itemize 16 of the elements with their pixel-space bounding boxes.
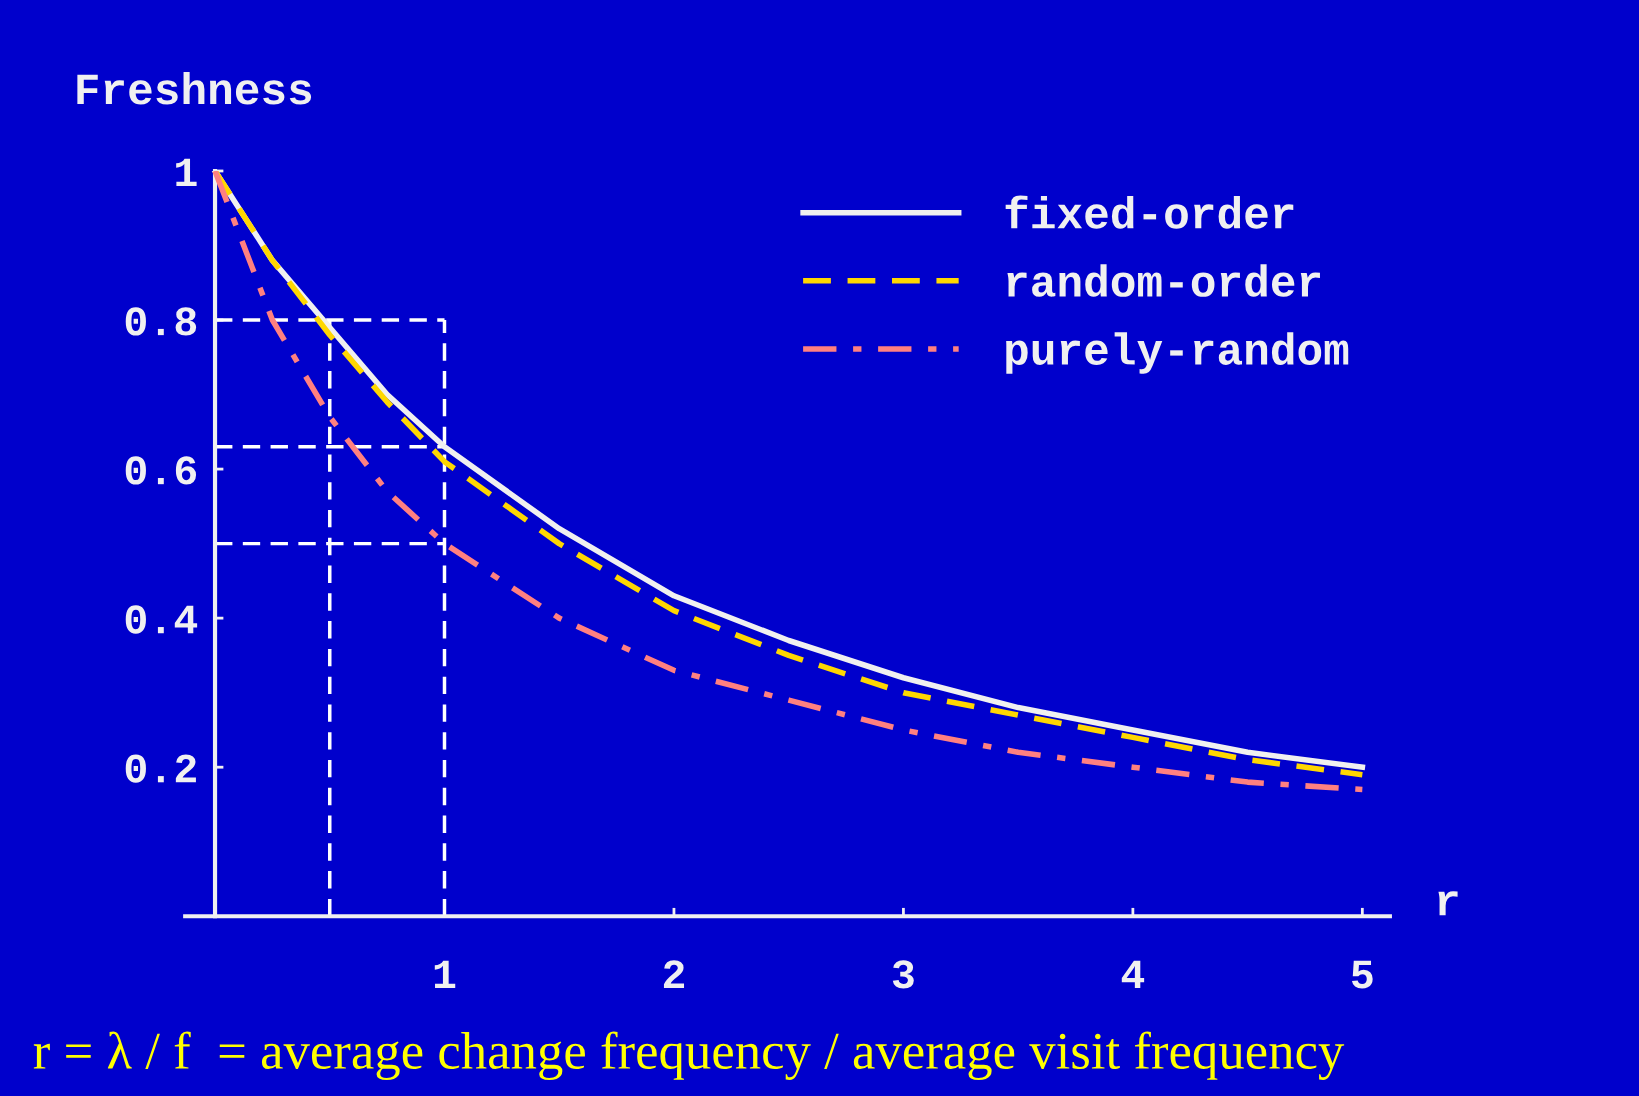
x-tick-label: 5 xyxy=(1351,960,1373,989)
legend-label: purely-random xyxy=(1006,332,1349,374)
y-axis-title: Freshness xyxy=(77,71,312,105)
x-tick-label: 1 xyxy=(434,960,456,989)
x-axis-title: r xyxy=(1438,891,1458,916)
y-tick-label: 1 xyxy=(176,158,197,187)
legend-label: fixed-order xyxy=(1005,195,1294,229)
legend-label: random-order xyxy=(1007,264,1320,297)
y-tick-label: 0.4 xyxy=(125,605,198,634)
y-tick-label: 0.6 xyxy=(125,456,197,485)
x-tick-label: 2 xyxy=(663,960,685,989)
x-tick-label: 4 xyxy=(1121,960,1145,989)
y-tick-label: 0.8 xyxy=(125,307,197,336)
y-tick-label: 0.2 xyxy=(125,754,196,783)
x-tick-label: 3 xyxy=(892,960,914,989)
text: r = λ / f = average change frequency / average visit frequency xyxy=(33,1031,1345,1080)
